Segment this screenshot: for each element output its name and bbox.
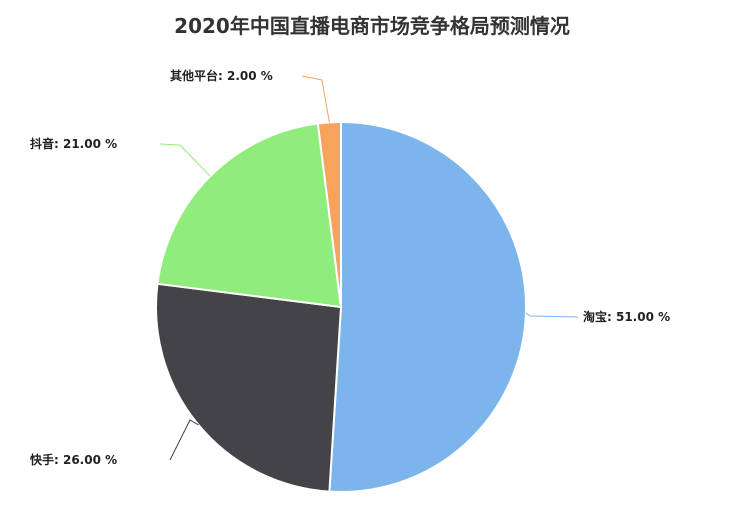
data-label-3: 其他平台: 2.00 % — [170, 68, 273, 83]
pie-slice-2 — [156, 122, 343, 309]
connector-line-1 — [169, 419, 199, 461]
pie-slice-3 — [316, 120, 342, 308]
data-label-2: 抖音: 21.00 % — [30, 136, 117, 151]
data-label-1: 快手: 26.00 % — [30, 452, 117, 467]
connector-line-0 — [525, 312, 579, 318]
connector-line-2 — [159, 143, 211, 177]
pie-slice-0 — [328, 120, 527, 493]
connector-line-3 — [301, 75, 330, 123]
chart-title: 2020年中国直播电商市场竞争格局预测情况 — [174, 14, 570, 38]
pie-slice-1 — [155, 282, 343, 493]
data-label-0: 淘宝: 51.00 % — [583, 309, 670, 324]
